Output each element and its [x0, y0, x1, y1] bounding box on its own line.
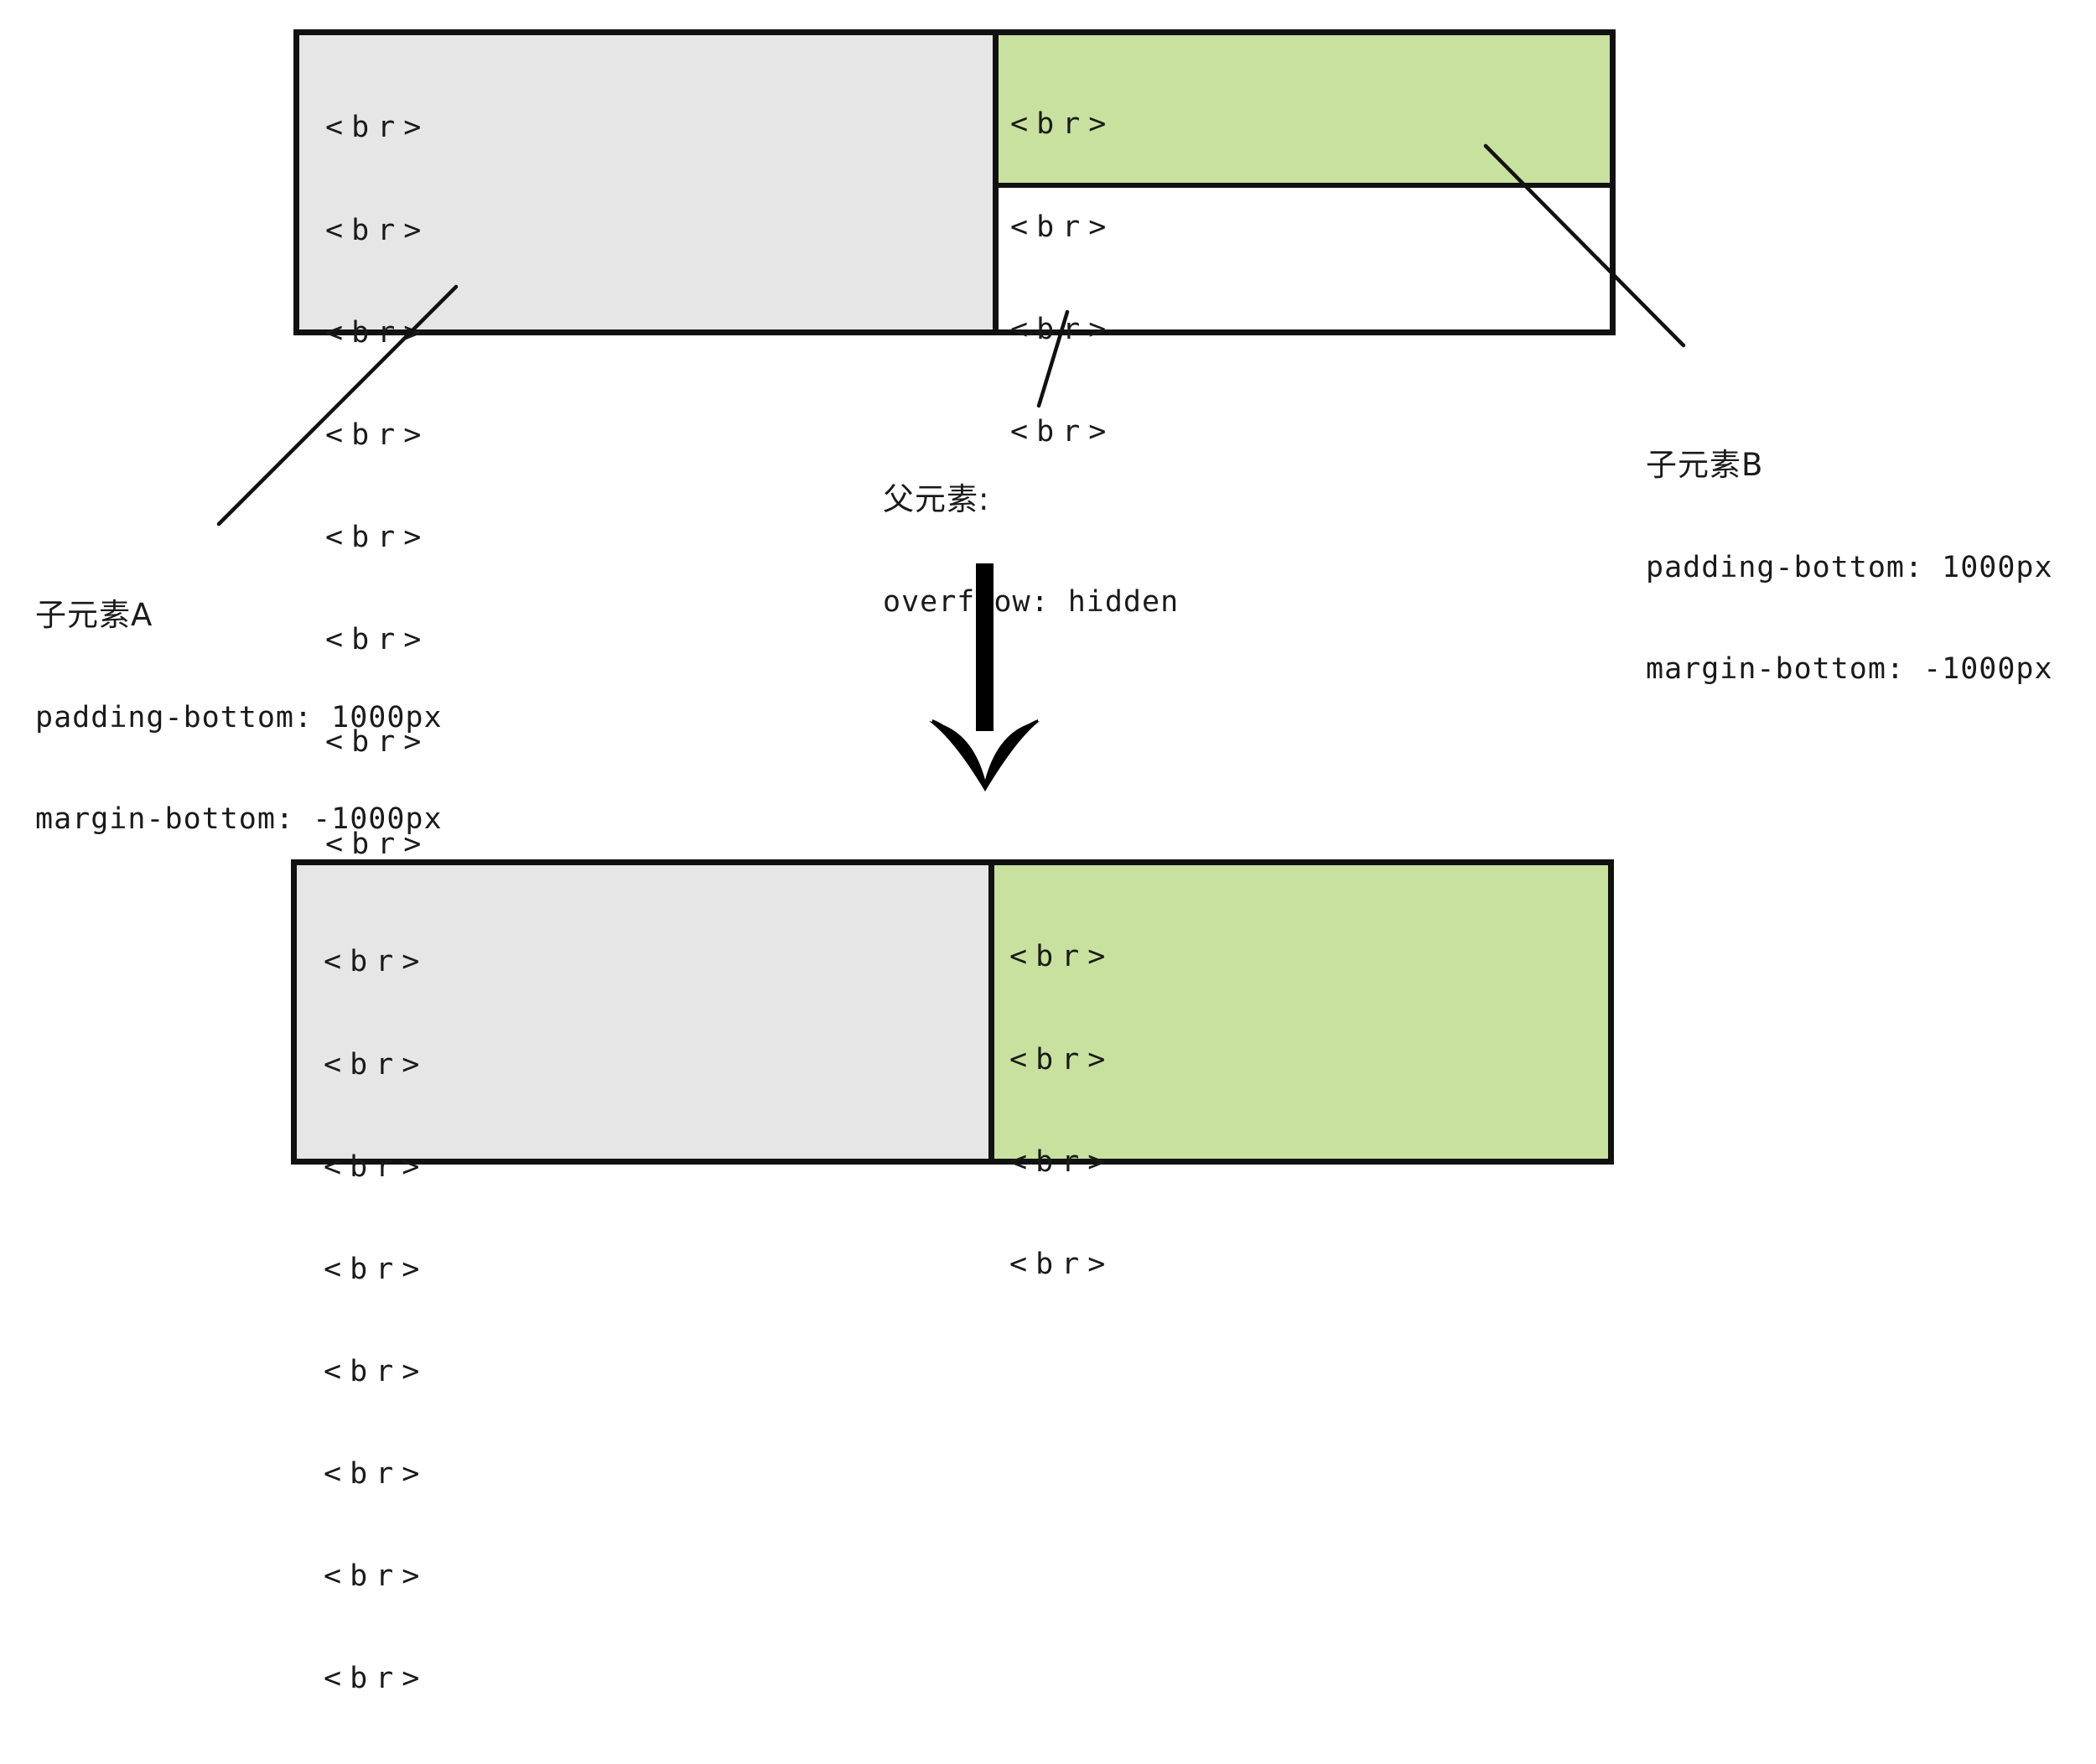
- br-line: <br>: [1010, 312, 1115, 346]
- child-a-label: 子元素A padding-bottom: 1000px margin-botto…: [35, 531, 443, 905]
- br-line: <br>: [1010, 414, 1115, 449]
- br-line: <br>: [325, 315, 430, 350]
- br-line: <br>: [1009, 1144, 1114, 1179]
- br-line: <br>: [324, 1354, 428, 1388]
- br-line: <br>: [324, 1662, 428, 1696]
- child-b-before-br-list: <br> <br> <br> <br>: [1010, 39, 1219, 517]
- br-line: <br>: [1009, 1042, 1114, 1077]
- child-b-after: <br> <br> <br> <br>: [994, 865, 1608, 1281]
- child-a-title: 子元素A: [35, 597, 153, 633]
- parent-title: 父元素:: [883, 481, 990, 517]
- diagram-canvas: <br> <br> <br> <br> <br> <br> <br> <br> …: [35, 29, 2053, 1695]
- parent-label: 父元素: overflow: hidden: [883, 415, 1179, 687]
- br-line: <br>: [325, 520, 430, 554]
- br-line: <br>: [325, 622, 430, 656]
- br-line: <br>: [324, 1456, 428, 1491]
- br-line: <br>: [1009, 1247, 1114, 1281]
- br-line: <br>: [325, 213, 430, 247]
- br-line: <br>: [324, 945, 428, 979]
- br-line: <br>: [325, 418, 430, 452]
- child-b-label: 子元素B padding-bottom: 1000px margin-botto…: [1646, 381, 2053, 755]
- child-b-margin-rule: margin-bottom: -1000px: [1646, 652, 2053, 686]
- parent-element-before: <br> <br> <br> <br> <br> <br> <br> <br> …: [293, 29, 1616, 861]
- br-line: <br>: [325, 828, 430, 862]
- br-line: <br>: [1009, 940, 1114, 974]
- br-line: <br>: [324, 1252, 428, 1286]
- br-line: <br>: [324, 1047, 428, 1082]
- child-b-before: <br> <br> <br> <br>: [999, 35, 1610, 449]
- child-a-margin-rule: margin-bottom: -1000px: [35, 802, 443, 836]
- br-line: <br>: [1010, 107, 1115, 142]
- br-line: <br>: [325, 725, 430, 760]
- br-line: <br>: [325, 111, 430, 145]
- parent-overflow-rule: overflow: hidden: [883, 584, 1180, 619]
- child-a-after-br-list: <br> <br> <br> <br> <br> <br> <br> <br>: [324, 877, 532, 1764]
- br-line: <br>: [324, 1559, 428, 1594]
- child-b-padding-rule: padding-bottom: 1000px: [1646, 550, 2053, 584]
- child-a-padding-rule: padding-bottom: 1000px: [35, 700, 443, 734]
- child-a-after: <br> <br> <br> <br> <br> <br> <br> <br>: [297, 865, 994, 1695]
- child-b-after-br-list: <br> <br> <br> <br>: [1009, 872, 1218, 1350]
- br-line: <br>: [324, 1149, 428, 1184]
- child-b-title: 子元素B: [1646, 447, 1764, 483]
- br-line: <br>: [1010, 210, 1115, 244]
- child-a-before: <br> <br> <br> <br> <br> <br> <br> <br>: [299, 35, 999, 861]
- parent-element-after: <br> <br> <br> <br> <br> <br> <br> <br> …: [291, 859, 1614, 1695]
